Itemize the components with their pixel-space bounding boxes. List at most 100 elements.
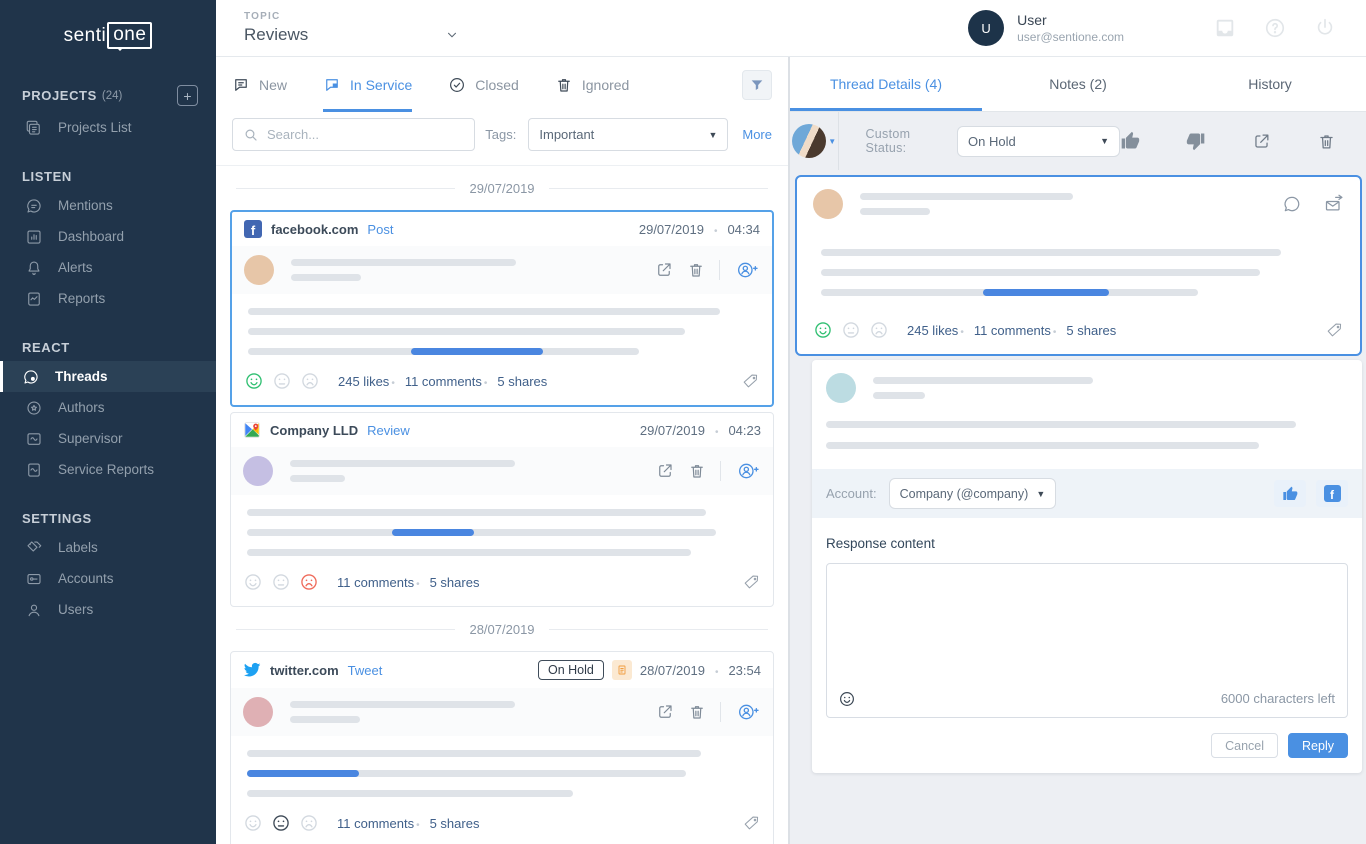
filter-button[interactable]	[742, 69, 772, 100]
projects-count: (24)	[101, 89, 123, 102]
tab-closed[interactable]: Closed	[448, 57, 519, 112]
tag-icon[interactable]	[743, 573, 761, 591]
assignee-dropdown[interactable]: ▼	[790, 112, 840, 170]
comments-count[interactable]: 11 comments	[337, 815, 415, 831]
tag-icon[interactable]	[742, 372, 760, 390]
sentiment-negative-icon[interactable]	[869, 320, 889, 340]
sidebar-item-labels[interactable]: Labels	[0, 532, 216, 563]
thread-type-link[interactable]: Review	[367, 422, 410, 438]
open-external-icon[interactable]	[1252, 132, 1271, 151]
sidebar-item-mentions[interactable]: Mentions	[0, 190, 216, 221]
sidebar-item-supervisor[interactable]: Supervisor	[0, 423, 216, 454]
sidebar-item-projects-list[interactable]: Projects List	[0, 112, 216, 143]
tag-icon[interactable]	[1326, 321, 1344, 339]
open-external-icon[interactable]	[656, 703, 674, 721]
comment-icon[interactable]	[1282, 194, 1302, 214]
response-textarea[interactable]	[827, 564, 1347, 682]
logout-icon[interactable]	[1314, 17, 1336, 39]
details-toolbar: ▼ Custom Status: On Hold ▼	[790, 112, 1366, 170]
open-external-icon[interactable]	[656, 462, 674, 480]
sidebar-item-label: Reports	[58, 291, 106, 306]
tag-icon[interactable]	[743, 814, 761, 832]
delete-icon[interactable]	[688, 462, 706, 480]
sentiment-positive-icon[interactable]	[243, 813, 263, 833]
cancel-button[interactable]: Cancel	[1211, 733, 1279, 758]
more-filters-link[interactable]: More	[742, 127, 772, 142]
inbox-icon[interactable]	[1214, 17, 1236, 39]
threads-icon	[24, 369, 38, 384]
topic-dropdown[interactable]: TOPIC Reviews	[244, 11, 459, 45]
sentiment-neutral-icon[interactable]	[841, 320, 861, 340]
comments-count[interactable]: 11 comments	[337, 574, 415, 590]
sidebar-item-threads[interactable]: Threads	[0, 361, 216, 392]
tab-ignored[interactable]: Ignored	[555, 57, 629, 112]
tab-history[interactable]: History	[1248, 76, 1292, 92]
sentiment-neutral-icon[interactable]	[272, 371, 292, 391]
account-select[interactable]: Company (@company) ▼	[888, 478, 1057, 509]
tab-notes[interactable]: Notes (2)	[1049, 76, 1107, 92]
facebook-action-button[interactable]: f	[1316, 480, 1348, 507]
delete-icon[interactable]	[687, 261, 705, 279]
sidebar-item-authors[interactable]: Authors	[0, 392, 216, 423]
sentiment-negative-icon[interactable]	[300, 371, 320, 391]
thread-type-link[interactable]: Post	[367, 221, 394, 237]
assign-user-icon[interactable]	[735, 461, 761, 481]
open-external-icon[interactable]	[655, 261, 673, 279]
tab-thread-details[interactable]: Thread Details (4)	[790, 57, 982, 111]
search-box[interactable]	[232, 118, 475, 151]
tags-select[interactable]: Important ▼	[528, 118, 729, 151]
sentiment-negative-icon[interactable]	[299, 813, 319, 833]
user-avatar[interactable]: U	[968, 10, 1005, 46]
sidebar-item-service-reports[interactable]: Service Reports	[0, 454, 216, 485]
assign-user-icon[interactable]	[734, 260, 760, 280]
sentiment-neutral-icon[interactable]	[271, 813, 291, 833]
shares-count[interactable]: 5 shares	[497, 373, 548, 389]
custom-status-select[interactable]: On Hold ▼	[957, 125, 1120, 157]
assign-user-icon[interactable]	[735, 702, 761, 722]
sentiment-negative-icon[interactable]	[299, 572, 319, 592]
shares-count[interactable]: 5 shares	[429, 815, 480, 831]
thumbs-up-icon	[1283, 486, 1298, 500]
thread-card-review[interactable]: Company LLD Review 29/07/2019 04:23	[230, 412, 774, 607]
sentiment-positive-icon[interactable]	[243, 572, 263, 592]
emoji-picker-icon[interactable]	[838, 690, 856, 708]
thread-card-header: twitter.com Tweet On Hold 28/07/2019 23:5…	[231, 652, 773, 688]
note-icon[interactable]	[611, 660, 632, 680]
mentions-icon	[27, 198, 41, 213]
details-author-row	[813, 189, 1344, 219]
users-icon	[28, 604, 40, 616]
sidebar-item-label: Authors	[58, 400, 105, 415]
accounts-icon	[27, 573, 41, 584]
sentiment-positive-icon[interactable]	[813, 320, 833, 340]
sidebar-item-users[interactable]: Users	[0, 594, 216, 625]
comments-count[interactable]: 11 comments	[404, 373, 482, 389]
forward-message-icon[interactable]	[1324, 194, 1344, 214]
thread-card-twitter[interactable]: twitter.com Tweet On Hold 28/07/2019 23:5…	[230, 651, 774, 844]
add-project-button[interactable]: +	[177, 85, 198, 106]
shares-count[interactable]: 5 shares	[1066, 322, 1117, 338]
thread-footer: 245 likes 11 comments 5 shares	[232, 359, 772, 405]
sentiment-neutral-icon[interactable]	[271, 572, 291, 592]
thread-card-facebook[interactable]: f facebook.com Post 29/07/2019 04:34	[230, 210, 774, 407]
shares-count[interactable]: 5 shares	[429, 574, 480, 590]
sidebar-item-reports[interactable]: Reports	[0, 283, 216, 314]
help-icon[interactable]	[1264, 17, 1286, 39]
thread-type-link[interactable]: Tweet	[347, 662, 383, 678]
thumbs-down-icon[interactable]	[1186, 131, 1206, 151]
reply-button[interactable]: Reply	[1288, 733, 1348, 758]
comments-count[interactable]: 11 comments	[973, 322, 1051, 338]
sidebar-item-dashboard[interactable]: Dashboard	[0, 221, 216, 252]
delete-icon[interactable]	[1317, 132, 1336, 151]
search-input[interactable]	[267, 127, 464, 142]
thumbs-up-icon[interactable]	[1120, 131, 1140, 151]
tab-in-service[interactable]: In Service	[323, 57, 412, 112]
section-title-react: REACT	[22, 340, 70, 355]
response-box: 6000 characters left	[826, 563, 1348, 718]
sentiment-positive-icon[interactable]	[244, 371, 264, 391]
like-action-button[interactable]	[1274, 480, 1306, 507]
delete-icon[interactable]	[688, 703, 706, 721]
sidebar-item-alerts[interactable]: Alerts	[0, 252, 216, 283]
sidebar-item-accounts[interactable]: Accounts	[0, 563, 216, 594]
tab-new[interactable]: New	[232, 57, 287, 112]
